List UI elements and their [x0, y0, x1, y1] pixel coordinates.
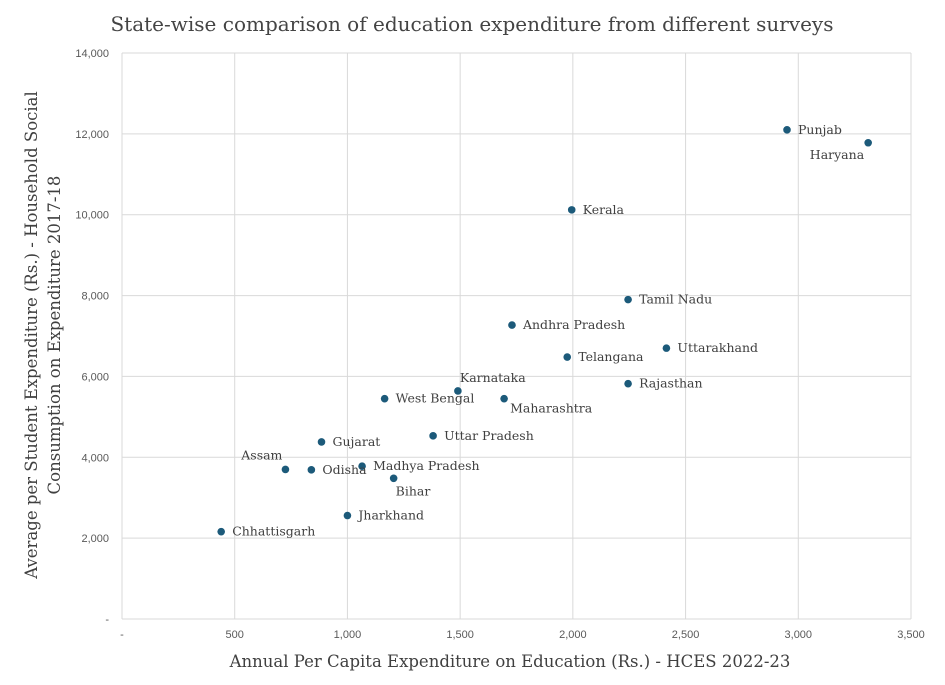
y-tick-label: 8,000 — [81, 291, 109, 303]
point-punjab — [783, 126, 791, 134]
label-uttar-pradesh: Uttar Pradesh — [444, 428, 534, 443]
label-kerala: Kerala — [583, 202, 625, 217]
y-tick-label: 6,000 — [81, 371, 109, 383]
point-telangana — [563, 353, 572, 361]
label-rajasthan: Rajasthan — [639, 376, 702, 391]
point-assam — [281, 465, 290, 474]
y-tick-label: 4,000 — [81, 452, 109, 464]
x-tick-label: 1,500 — [446, 629, 474, 641]
label-tamil-nadu: Tamil Nadu — [639, 292, 712, 307]
label-andhra-pradesh: Andhra Pradesh — [522, 317, 625, 332]
x-tick-label: 2,000 — [559, 629, 587, 641]
x-tick-label: 1,000 — [334, 629, 362, 641]
chart-title: State-wise comparison of education expen… — [110, 12, 833, 36]
point-odisha — [307, 466, 316, 474]
label-assam: Assam — [240, 447, 282, 462]
point-kerala — [567, 206, 576, 214]
y-tick-label: 10,000 — [75, 210, 109, 222]
label-jharkhand: Jharkhand — [356, 508, 424, 523]
x-tick-label: 3,500 — [897, 629, 925, 641]
label-uttarakhand: Uttarakhand — [677, 340, 758, 355]
label-madhya-pradesh: Madhya Pradesh — [373, 458, 480, 473]
point-chhattisgarh — [217, 527, 225, 536]
data-points — [217, 126, 872, 536]
point-rajasthan — [624, 379, 632, 388]
y-axis-title-line-2: Consumption on Expenditure 2017-18 — [45, 176, 64, 495]
label-punjab: Punjab — [798, 122, 842, 137]
label-haryana: Haryana — [810, 147, 865, 162]
gridlines — [121, 52, 912, 620]
point-bihar — [389, 474, 398, 483]
y-tick-label: - — [105, 614, 109, 626]
y-tick-label: 2,000 — [81, 533, 109, 545]
x-axis-title: Annual Per Capita Expenditure on Educati… — [229, 652, 791, 671]
label-maharashtra: Maharashtra — [510, 401, 593, 416]
label-chhattisgarh: Chhattisgarh — [232, 524, 315, 539]
point-madhya-pradesh — [358, 462, 366, 470]
x-tick-label: 2,500 — [672, 629, 700, 641]
y-axis-title-line-1: Average per Student Expenditure (Rs.) - … — [22, 91, 41, 580]
point-tamil-nadu — [624, 295, 632, 304]
label-telangana: Telangana — [578, 349, 644, 364]
point-west-bengal — [380, 394, 389, 403]
point-uttar-pradesh — [429, 432, 437, 440]
label-gujarat: Gujarat — [333, 434, 381, 449]
label-karnataka: Karnataka — [460, 370, 526, 385]
x-tick-label: 500 — [226, 629, 244, 641]
point-jharkhand — [343, 511, 352, 520]
label-bihar: Bihar — [396, 483, 431, 498]
x-axis-ticks: - 500 1,000 1,500 2,000 2,500 3,000 3,500 — [120, 629, 925, 641]
point-labels: Punjab Haryana Kerala Tamil Nadu Andhra Prad… — [232, 122, 865, 539]
y-axis-ticks: - 2,000 4,000 6,000 8,000 10,000 12,000 14,000 — [75, 48, 109, 626]
y-tick-label: 12,000 — [75, 129, 109, 141]
point-uttarakhand — [662, 344, 671, 352]
label-odisha: Odisha — [322, 462, 367, 477]
point-haryana — [864, 138, 872, 147]
x-tick-label: 3,000 — [785, 629, 813, 641]
y-tick-label: 14,000 — [75, 48, 109, 60]
point-gujarat — [317, 438, 326, 446]
point-karnataka — [454, 387, 462, 395]
point-andhra-pradesh — [508, 321, 516, 329]
label-west-bengal: West Bengal — [396, 391, 475, 406]
point-maharashtra — [500, 394, 508, 403]
x-tick-label: - — [120, 629, 124, 641]
